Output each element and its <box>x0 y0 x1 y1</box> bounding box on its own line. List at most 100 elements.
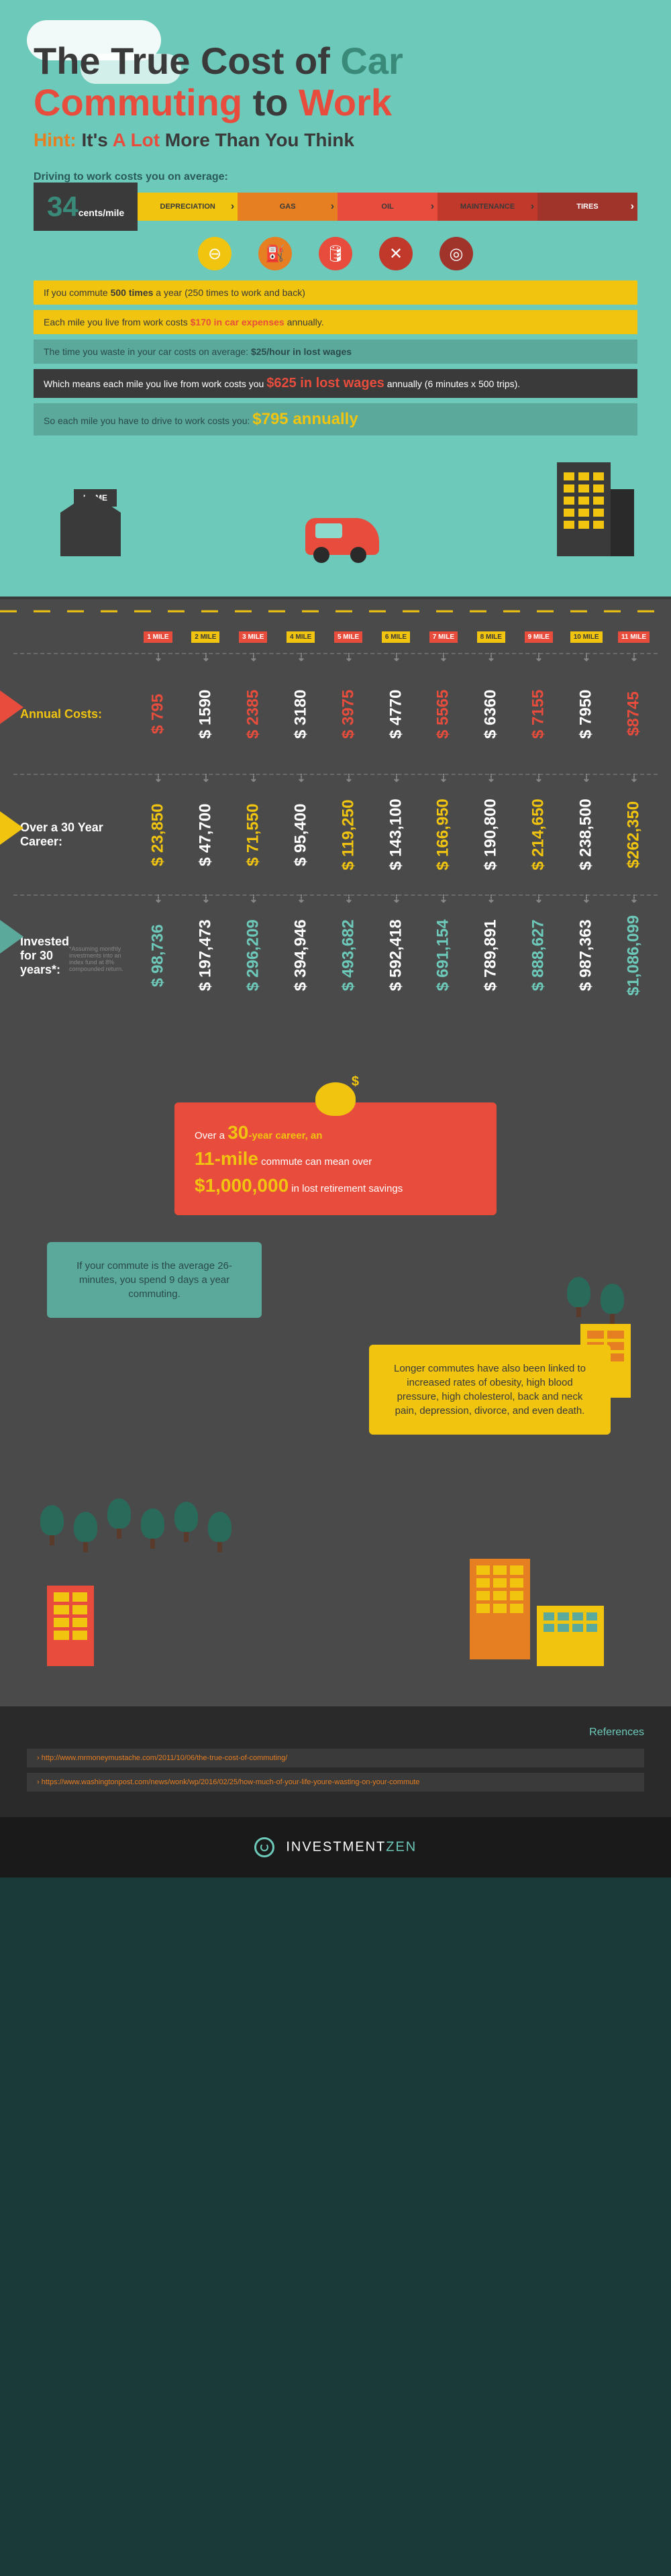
mile-flag: 3 MILE <box>239 631 267 643</box>
data-cell: $ 1590 <box>182 654 229 774</box>
data-cell: $ 190,800 <box>467 775 515 894</box>
cost-unit: cents/mile <box>79 207 124 218</box>
data-cell: $ 3180 <box>277 654 325 774</box>
brand-footer: INVESTMENTZEN <box>0 1817 671 1877</box>
data-cell: $262,350 <box>610 775 658 894</box>
data-cell: $ 296,209 <box>229 896 277 1015</box>
info-boxes: If you commute 500 times a year (250 tim… <box>34 280 637 435</box>
mile-marker: 5 MILE <box>325 630 372 646</box>
road-line <box>0 611 671 613</box>
mile-marker: 7 MILE <box>419 630 467 646</box>
data-cell: $ 493,682 <box>325 896 372 1015</box>
cost-segment-maintenance: MAINTENANCE <box>437 193 537 221</box>
data-cell: $ 71,550 <box>229 775 277 894</box>
tree-icon <box>141 1508 164 1549</box>
brand-logo-icon <box>254 1837 274 1857</box>
data-row: Invested for 30 years*:*Assuming monthly… <box>13 894 658 1015</box>
tree-icon <box>601 1284 624 1324</box>
data-cells: $ 23,850$ 47,700$ 71,550$ 95,400$ 119,25… <box>134 775 658 894</box>
mile-flag: 7 MILE <box>429 631 458 643</box>
title-highlight: Car <box>340 40 403 82</box>
mile-flag: 5 MILE <box>334 631 362 643</box>
reference-link[interactable]: › https://www.washingtonpost.com/news/wo… <box>27 1773 644 1792</box>
cost-number: 34 <box>47 191 79 222</box>
callout-text: in lost retirement savings <box>289 1183 403 1194</box>
mile-flag: 9 MILE <box>525 631 553 643</box>
data-cell: $ 6360 <box>467 654 515 774</box>
mile-flag: 6 MILE <box>382 631 410 643</box>
info-box: If you commute 500 times a year (250 tim… <box>34 280 637 305</box>
cost-segments: DEPRECIATIONGASOILMAINTENANCETIRES <box>138 193 637 221</box>
mile-marker: 10 MILE <box>562 630 610 646</box>
title-highlight: Commuting <box>34 81 242 123</box>
building-icon <box>47 1586 94 1666</box>
callout-commute-time: If your commute is the average 26-minute… <box>47 1242 262 1318</box>
data-cell: $ 7155 <box>515 654 562 774</box>
cost-icons-row: ⊖ ⛽ 🛢 ✕ ◎ <box>34 237 637 270</box>
building-windows <box>544 1612 597 1659</box>
city-scene: HOME OFFICE <box>34 449 637 583</box>
mile-marker: 6 MILE <box>372 630 420 646</box>
row-label: Annual Costs: <box>13 654 134 774</box>
callout-number: 11-mile <box>195 1148 258 1169</box>
callout-text: Over a <box>195 1130 227 1141</box>
callout-number: 30 <box>227 1122 248 1143</box>
mile-markers-row: 1 MILE2 MILE3 MILE4 MILE5 MILE6 MILE7 MI… <box>0 623 671 653</box>
data-cell: $ 7950 <box>562 654 610 774</box>
mile-marker: 4 MILE <box>277 630 325 646</box>
cost-segment-tires: TIRES <box>537 193 637 221</box>
tree-icon <box>208 1512 231 1552</box>
data-cell: $ 987,363 <box>562 896 610 1015</box>
house-icon <box>60 513 121 556</box>
lower-roadmap-section: Over a 30-year career, an 11-mile commut… <box>0 1035 671 1706</box>
car-icon <box>305 518 379 555</box>
data-cell: $ 3975 <box>325 654 372 774</box>
reference-link[interactable]: › http://www.mrmoneymustache.com/2011/10… <box>27 1749 644 1767</box>
depreciation-icon: ⊖ <box>198 237 231 270</box>
title-text: to <box>242 81 299 123</box>
gas-icon: ⛽ <box>258 237 292 270</box>
tree-icon <box>567 1277 590 1317</box>
brand-name-accent: ZEN <box>386 1839 417 1854</box>
cost-segment-oil: OIL <box>338 193 437 221</box>
callout-retirement-savings: Over a 30-year career, an 11-mile commut… <box>174 1102 497 1215</box>
cost-data-table: Annual Costs:$ 795$ 1590$ 2385$ 3180$ 39… <box>0 653 671 1035</box>
mile-flag: 1 MILE <box>144 631 172 643</box>
row-label: Invested for 30 years*:*Assuming monthly… <box>13 896 134 1015</box>
tree-icon <box>40 1505 64 1545</box>
tree-icon <box>74 1512 97 1552</box>
data-cell: $ 5565 <box>419 654 467 774</box>
data-cell: $ 795 <box>134 654 182 774</box>
maintenance-icon: ✕ <box>379 237 413 270</box>
info-box: The time you waste in your car costs on … <box>34 340 637 364</box>
callout-health-effects: Longer commutes have also been linked to… <box>369 1345 611 1435</box>
road-divider <box>0 597 671 623</box>
infographic-root: The True Cost of Car Commuting to Work H… <box>0 0 671 1877</box>
data-cells: $ 98,736$ 197,473$ 296,209$ 394,946$ 493… <box>134 896 658 1015</box>
building-icon <box>537 1606 604 1666</box>
reference-links: › http://www.mrmoneymustache.com/2011/10… <box>27 1749 644 1792</box>
subtitle-highlight: A Lot <box>113 130 160 150</box>
cost-segment-gas: GAS <box>238 193 338 221</box>
data-cell: $ 4770 <box>372 654 420 774</box>
mile-flag: 8 MILE <box>477 631 505 643</box>
mile-flag: 4 MILE <box>287 631 315 643</box>
footer-references: References › http://www.mrmoneymustache.… <box>0 1706 671 1817</box>
oil-icon: 🛢 <box>319 237 352 270</box>
row-label: Over a 30 Year Career: <box>13 775 134 894</box>
data-cell: $ 238,500 <box>562 775 610 894</box>
data-cell: $ 214,650 <box>515 775 562 894</box>
data-cell: $ 143,100 <box>372 775 420 894</box>
title-text: The True Cost of <box>34 40 340 82</box>
data-cell: $ 592,418 <box>372 896 420 1015</box>
data-cell: $ 789,891 <box>467 896 515 1015</box>
data-cell: $ 888,627 <box>515 896 562 1015</box>
tires-icon: ◎ <box>440 237 473 270</box>
subtitle-text: It's <box>82 130 113 150</box>
main-title: The True Cost of Car Commuting to Work <box>34 40 637 123</box>
mile-flag: 10 MILE <box>570 631 603 643</box>
callout-text: commute can mean over <box>258 1156 372 1168</box>
data-cell: $8745 <box>610 654 658 774</box>
header-section: The True Cost of Car Commuting to Work H… <box>0 0 671 597</box>
building-icon <box>470 1559 530 1659</box>
